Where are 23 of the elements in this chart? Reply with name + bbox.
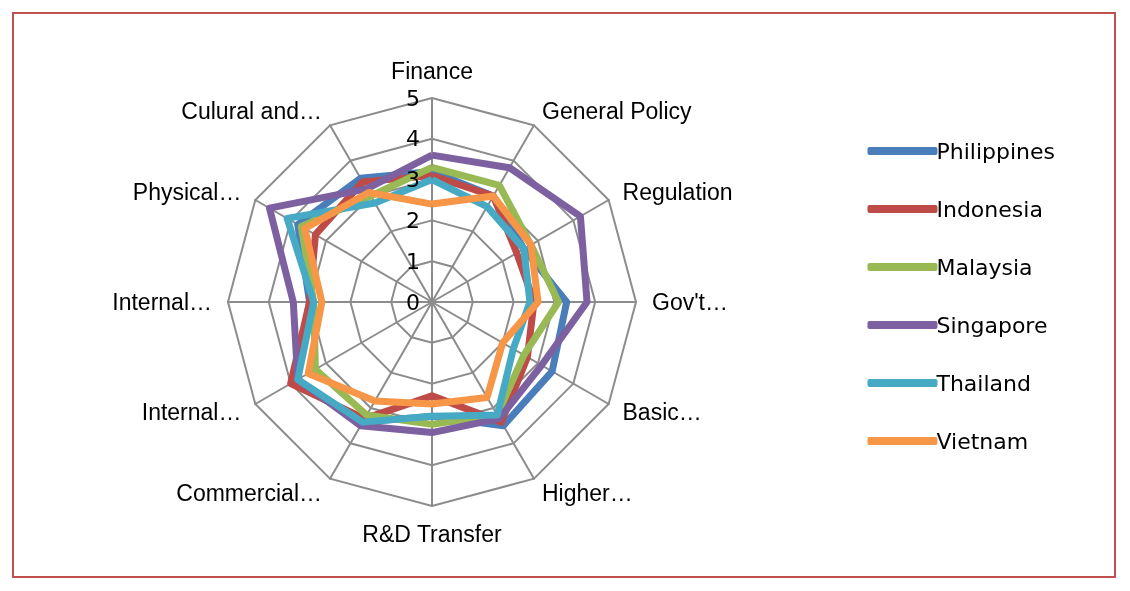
spoke-label: Commercial… <box>176 479 322 506</box>
spoke-label: Culural and… <box>181 98 322 125</box>
legend-label: Philippines <box>936 138 1055 164</box>
spoke-label: General Policy <box>542 98 693 125</box>
legend-label: Vietnam <box>936 428 1029 454</box>
spoke-label: Internal… <box>112 289 212 315</box>
legend-label: Thailand <box>935 370 1031 396</box>
legend-label: Indonesia <box>936 196 1043 222</box>
spoke-label: Regulation <box>622 179 733 205</box>
y-tick-label: 0 <box>406 289 420 315</box>
spoke-label: Higher… <box>542 479 633 506</box>
spoke-label: Finance <box>391 57 473 84</box>
spoke-label: Internal… <box>141 399 242 425</box>
spoke-label: Physical… <box>132 179 242 205</box>
legend-label: Singapore <box>936 312 1048 338</box>
legend-label: Malaysia <box>936 254 1033 280</box>
y-tick-label: 5 <box>406 85 420 111</box>
spoke-label: Basic… <box>622 399 702 425</box>
spoke-label: R&D Transfer <box>362 520 502 547</box>
y-tick-label: 4 <box>406 126 420 152</box>
y-tick-label: 1 <box>406 248 420 274</box>
y-tick-label: 2 <box>406 207 420 233</box>
spoke-label: Gov't… <box>652 289 728 315</box>
